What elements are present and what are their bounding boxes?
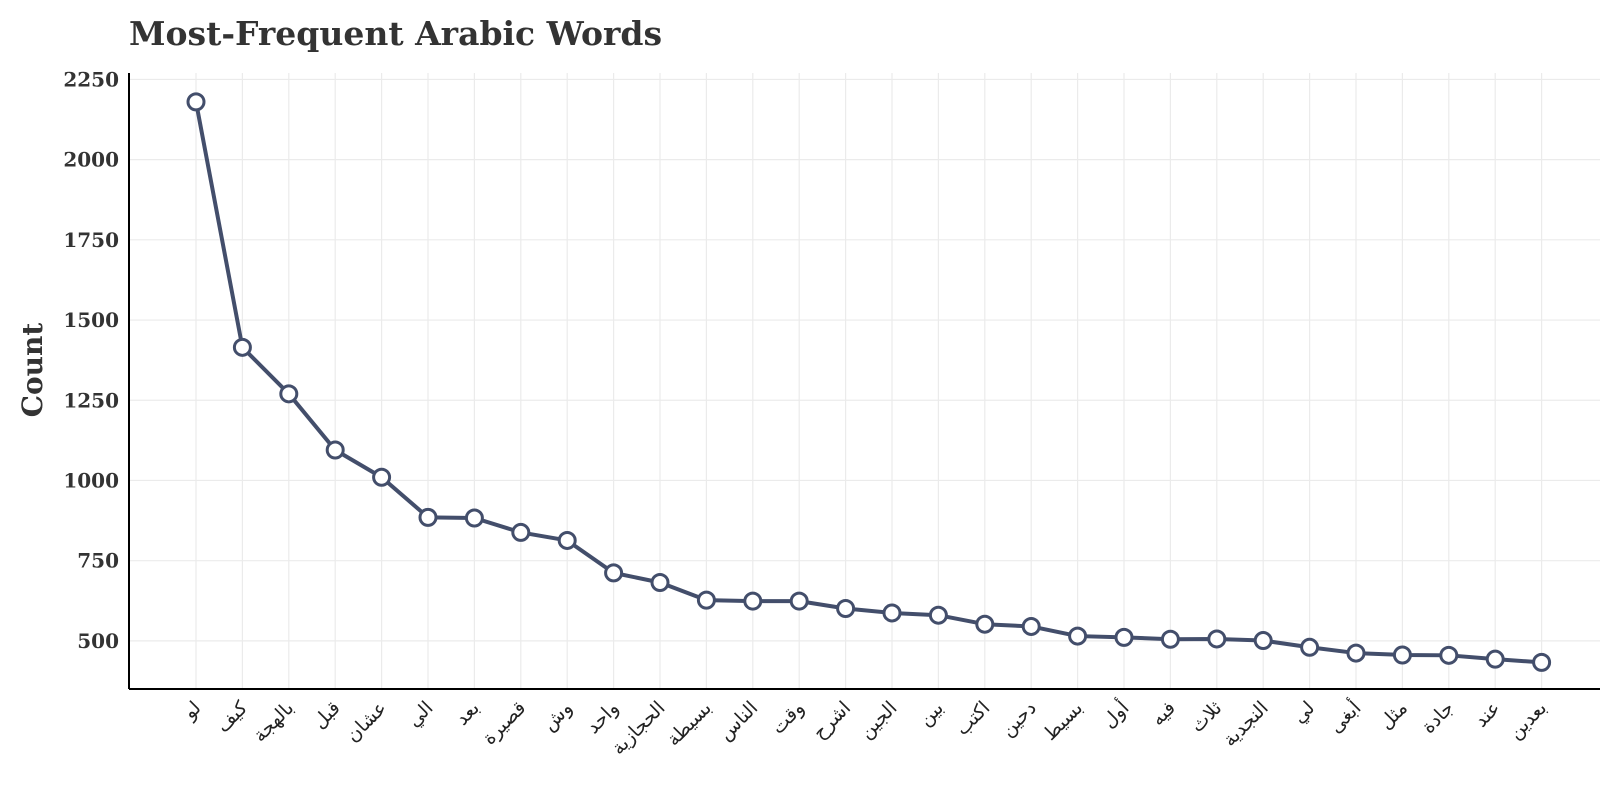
data-point	[186, 92, 206, 112]
data-point	[650, 572, 670, 592]
x-tick-label: الناس	[714, 697, 762, 745]
x-tick-label: واحد	[582, 697, 623, 738]
data-point	[418, 507, 438, 527]
data-point	[1439, 645, 1459, 665]
data-point	[696, 590, 716, 610]
x-tick-label: وقت	[767, 697, 809, 739]
data-point	[928, 605, 948, 625]
x-tick-label: بسيطة	[662, 697, 716, 751]
data-point	[511, 522, 531, 542]
x-tick-label: اشرح	[808, 697, 855, 744]
data-point	[464, 508, 484, 528]
data-point	[836, 598, 856, 618]
data-point	[232, 337, 252, 357]
x-tick-label: قصيرة	[478, 697, 530, 749]
x-tick-label: أبغى	[1323, 696, 1365, 738]
x-tick-label: بسيط	[1039, 697, 1087, 745]
y-tick-label: 1500	[63, 308, 119, 332]
x-tick-label: الجين	[855, 697, 901, 743]
data-point	[372, 467, 392, 487]
x-tick-label: النجدية	[1219, 697, 1273, 751]
data-point	[1021, 616, 1041, 636]
x-tick-label: لي	[1288, 697, 1319, 728]
axis-layer	[128, 73, 1600, 690]
x-tick-label: قبل	[309, 697, 345, 733]
data-point	[279, 384, 299, 404]
data-point	[882, 603, 902, 623]
y-tick-label: 750	[77, 549, 119, 573]
x-tick-label: عند	[1470, 697, 1505, 732]
label-layer: 500 750 1000 1250 1500 1750 2000 2250 لو كيفبالهج…	[63, 67, 1551, 759]
data-point	[975, 614, 995, 634]
data-point	[1300, 637, 1320, 657]
chart-title: Most-Frequent Arabic Words	[129, 14, 663, 53]
y-tick-label: 1000	[63, 468, 119, 492]
x-tick-label: بالهجة	[249, 697, 299, 747]
x-tick-label: وش	[538, 697, 576, 735]
data-point	[1392, 645, 1412, 665]
data-point	[789, 591, 809, 611]
data-point	[1532, 652, 1552, 672]
x-tick-label: جادة	[1417, 697, 1458, 738]
data-point	[1207, 629, 1227, 649]
y-tick-label: 1250	[63, 388, 119, 412]
x-tick-label: اكتب	[951, 697, 994, 740]
data-point	[1160, 629, 1180, 649]
x-tick-label: مثل	[1375, 697, 1412, 734]
data-point	[325, 440, 345, 460]
data-point	[1346, 643, 1366, 663]
data-point	[1485, 649, 1505, 669]
grid-layer	[129, 73, 1600, 689]
y-tick-label: 2250	[63, 67, 119, 91]
line-layer	[194, 101, 1542, 665]
x-tick-label: أول	[1097, 696, 1134, 733]
x-tick-label: عشان	[342, 697, 392, 747]
data-point	[1114, 627, 1134, 647]
x-tick-label: فيه	[1147, 697, 1180, 730]
data-point	[557, 530, 577, 550]
y-tick-label: 1750	[63, 228, 119, 252]
point-layer	[186, 92, 1552, 672]
x-tick-label: الي	[403, 697, 438, 732]
x-tick-label: دحين	[997, 697, 1041, 741]
data-point	[743, 591, 763, 611]
x-tick-label: لو	[178, 697, 205, 724]
x-tick-label: بين	[914, 697, 948, 731]
x-tick-label: كيف	[212, 696, 253, 737]
data-point	[1253, 631, 1273, 651]
y-tick-label: 500	[77, 629, 119, 653]
data-point	[604, 563, 624, 583]
data-point	[1068, 626, 1088, 646]
y-tick-label: 2000	[63, 148, 119, 172]
y-axis-title: Count	[16, 323, 49, 418]
x-tick-label: ثلاث	[1186, 697, 1226, 737]
x-tick-label: بعدين	[1504, 697, 1551, 744]
series-line	[194, 101, 1542, 665]
x-tick-label: بعد	[451, 697, 484, 730]
